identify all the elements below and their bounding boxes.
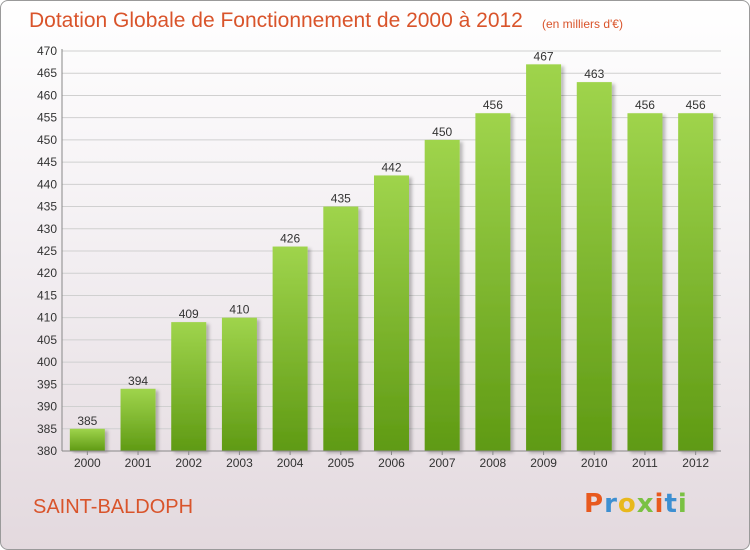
value-label: 463 xyxy=(584,67,604,81)
y-tick-label: 385 xyxy=(37,422,57,436)
x-tick-label: 2002 xyxy=(175,456,202,470)
logo-letter: r xyxy=(604,489,618,519)
logo-letter: i xyxy=(654,489,665,519)
logo-letter: t xyxy=(664,489,678,519)
logo-letter: i xyxy=(677,489,688,519)
y-tick-label: 455 xyxy=(37,111,57,125)
bar-2000 xyxy=(69,428,105,451)
x-tick-label: 2003 xyxy=(226,456,253,470)
y-tick-label: 395 xyxy=(37,377,57,391)
bar-2011 xyxy=(627,113,663,451)
value-label: 426 xyxy=(280,232,300,246)
y-tick-label: 380 xyxy=(37,444,57,458)
bar-2010 xyxy=(576,82,612,451)
logo-letter: x xyxy=(636,489,655,519)
x-tick-label: 2004 xyxy=(277,456,304,470)
x-tick-label: 2007 xyxy=(429,456,456,470)
x-tick-label: 2010 xyxy=(581,456,608,470)
y-tick-label: 460 xyxy=(37,88,57,102)
value-label: 450 xyxy=(432,125,452,139)
y-tick-label: 465 xyxy=(37,66,57,80)
bar-2006 xyxy=(374,175,409,451)
axes: 380 385 390 395 400 405 410 415 420 425 430 435 440 4… xyxy=(37,44,721,470)
bar-2009 xyxy=(526,64,562,452)
bar-2007 xyxy=(424,139,460,451)
bar-2005 xyxy=(323,206,359,451)
y-tick-label: 415 xyxy=(37,288,57,302)
value-label: 442 xyxy=(381,160,401,174)
x-tick-label: 2001 xyxy=(125,456,152,470)
y-tick-label: 425 xyxy=(37,244,57,258)
value-label: 456 xyxy=(635,98,655,112)
x-tick-label: 2008 xyxy=(480,456,507,470)
y-tick-label: 430 xyxy=(37,222,57,236)
value-label: 467 xyxy=(534,49,554,63)
bars: 385 394 409 410 426 435 442 450 456 467 463 456 456 xyxy=(69,49,714,452)
bar-2004 xyxy=(272,246,308,451)
bar-2012 xyxy=(678,113,714,451)
y-tick-label: 405 xyxy=(37,333,57,347)
bar-2001 xyxy=(120,388,156,451)
x-tick-label: 2006 xyxy=(378,456,405,470)
bar-2003 xyxy=(221,317,257,451)
y-tick-label: 390 xyxy=(37,400,57,414)
y-tick-label: 435 xyxy=(37,200,57,214)
proxiti-logo: Proxiti xyxy=(584,489,688,519)
town-name: SAINT-BALDOPH xyxy=(33,496,194,518)
value-label: 385 xyxy=(77,414,97,428)
value-label: 456 xyxy=(686,98,706,112)
value-label: 456 xyxy=(483,98,503,112)
y-tick-label: 445 xyxy=(37,155,57,169)
x-tick-label: 2011 xyxy=(632,456,658,470)
y-tick-label: 420 xyxy=(37,266,57,280)
value-label: 435 xyxy=(331,192,351,206)
value-label: 410 xyxy=(229,303,249,317)
y-tick-label: 450 xyxy=(37,133,57,147)
value-label: 409 xyxy=(179,307,199,321)
x-tick-label: 2009 xyxy=(530,456,557,470)
x-tick-label: 2012 xyxy=(682,456,709,470)
bar-2002 xyxy=(171,322,207,451)
y-tick-label: 440 xyxy=(37,177,57,191)
logo-letter: o xyxy=(617,489,637,519)
logo-letter: P xyxy=(584,489,605,519)
y-tick-label: 400 xyxy=(37,355,57,369)
chart-title: Dotation Globale de Fonctionnement de 20… xyxy=(29,9,523,32)
x-tick-label: 2005 xyxy=(327,456,354,470)
x-tick-label: 2000 xyxy=(74,456,101,470)
y-tick-label: 470 xyxy=(37,44,57,58)
value-label: 394 xyxy=(128,374,148,388)
bar-2008 xyxy=(475,113,511,451)
unit-label: (en milliers d'€) xyxy=(542,17,623,31)
y-tick-label: 410 xyxy=(37,311,57,325)
